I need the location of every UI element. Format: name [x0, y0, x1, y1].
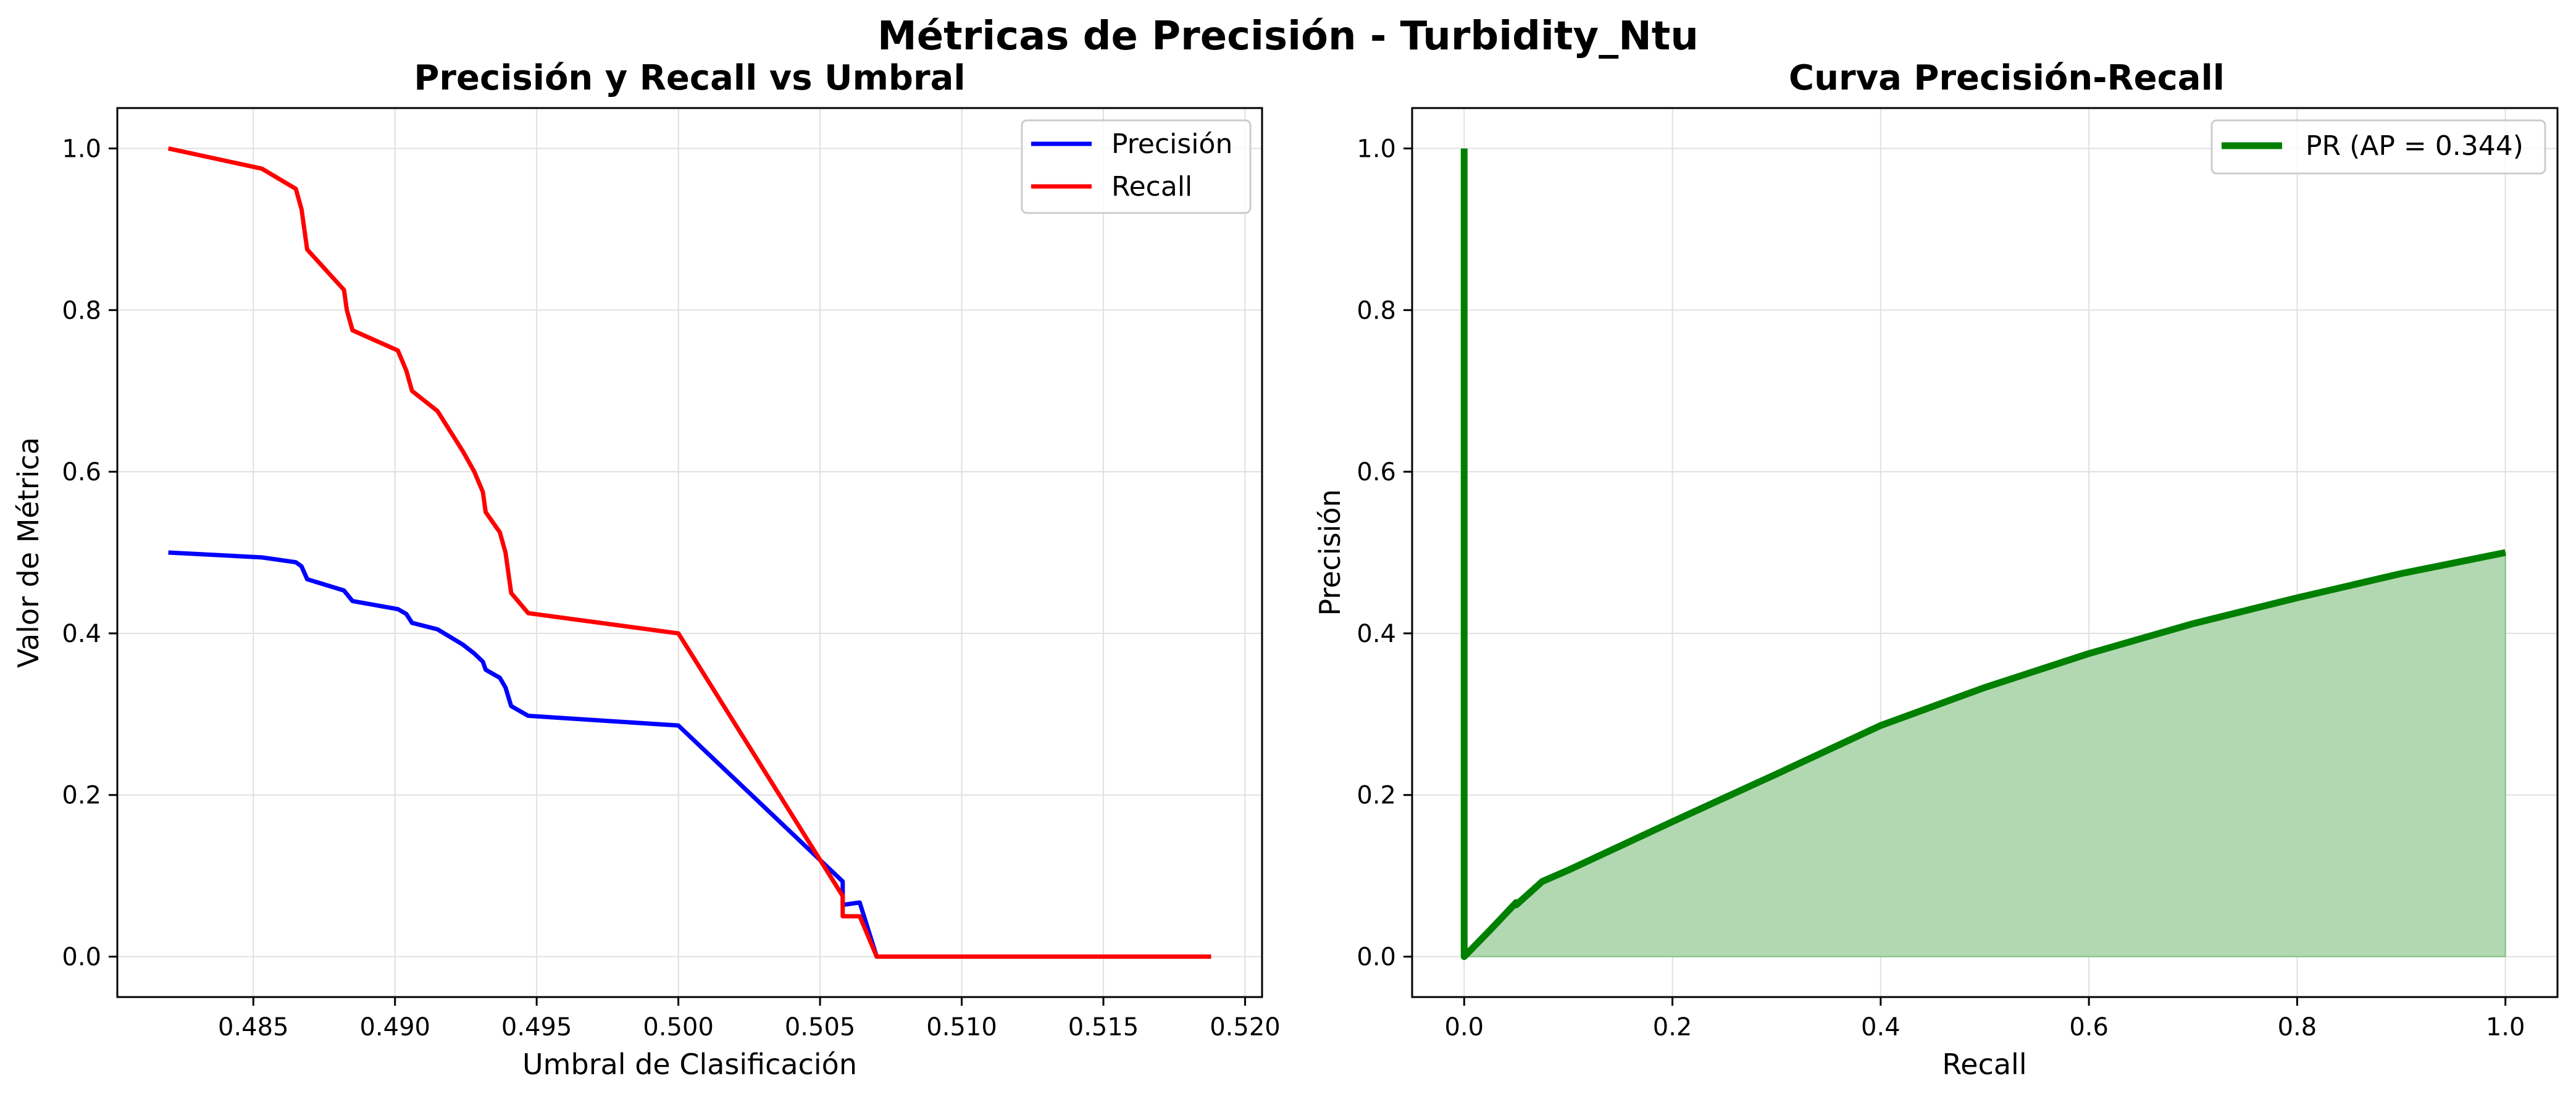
threshold-plot-ytick-label: 1.0 [62, 135, 101, 163]
pr-curve-plot-xtick-label: 0.8 [2278, 1013, 2317, 1041]
pr-curve-plot-legend: PR (AP = 0.344) [2210, 119, 2546, 175]
legend-label-precision: Precisión [1111, 128, 1232, 160]
threshold-plot-xtick-label: 0.485 [218, 1013, 289, 1041]
legend-label-recall: Recall [1111, 171, 1192, 202]
threshold-plot-series-recall-line [167, 146, 1211, 959]
threshold-plot-series-precisi-n-line [168, 550, 1211, 959]
threshold-plot-xtick-label: 0.495 [501, 1013, 572, 1041]
threshold-plot-xtick-label: 0.520 [1210, 1013, 1281, 1041]
threshold-plot-ytick-label: 0.8 [62, 296, 101, 325]
pr-curve-plot-series-pr-ap-0-344-line [1460, 148, 2506, 961]
threshold-plot-title: Precisión y Recall vs Umbral [414, 58, 965, 98]
pr-curve-plot-title: Curva Precisión-Recall [1789, 58, 2225, 98]
pr-curve-plot-xtick-label: 1.0 [2486, 1013, 2525, 1041]
threshold-plot-ylabel: Valor de Métrica [12, 437, 45, 668]
threshold-plot-xlabel: Umbral de Clasificación [522, 1048, 857, 1081]
threshold-plot-xtick-label: 0.500 [643, 1013, 714, 1041]
pr-curve-plot-frame [1411, 107, 2559, 998]
threshold-plot-frame [116, 107, 1263, 998]
threshold-plot: Precisión y Recall vs Umbral 0.485 0.490 0… [12, 58, 1281, 1081]
threshold-plot-xtick-label: 0.515 [1068, 1013, 1139, 1041]
pr-curve-plot-xtick-label: 0.4 [1861, 1013, 1901, 1041]
threshold-plot-xtick-label: 0.505 [785, 1013, 856, 1041]
pr-curve-plot-xlabel: Recall [1942, 1048, 2026, 1081]
pr-curve-plot-ytick-label: 0.4 [1357, 620, 1396, 648]
pr-curve-plot-xtick-label: 0.6 [2069, 1013, 2109, 1041]
figure-title: Métricas de Precisión - Turbidity_Ntu [877, 14, 1699, 59]
pr-curve-plot-ytick-label: 1.0 [1357, 135, 1396, 163]
pr-curve-plot: Curva Precisión-Recall 0.0 0.2 0.4 0.6 0.8 1.… [1313, 58, 2559, 1081]
pr-curve-plot-ytick-label: 0.6 [1357, 458, 1396, 486]
pr-curve-plot-ylabel: Precisión [1313, 489, 1347, 616]
threshold-plot-xtick-label: 0.490 [359, 1013, 430, 1041]
threshold-plot-ytick-label: 0.2 [62, 782, 101, 810]
threshold-plot-ytick-label: 0.0 [62, 943, 101, 972]
pr-curve-plot-ytick-label: 0.0 [1357, 943, 1396, 972]
pr-curve-plot-xtick-label: 0.2 [1653, 1013, 1692, 1041]
threshold-plot-ytick-label: 0.6 [62, 458, 101, 486]
threshold-plot-ytick-label: 0.4 [62, 620, 101, 648]
pr-curve-plot-xtick-label: 0.0 [1445, 1013, 1484, 1041]
pr-curve-plot-ytick-label: 0.8 [1357, 296, 1396, 325]
pr-curve-plot-ytick-label: 0.2 [1357, 782, 1396, 810]
threshold-plot-legend: Precisión Recall [1021, 119, 1252, 214]
threshold-plot-xtick-label: 0.510 [926, 1013, 997, 1041]
legend-label-pr: PR (AP = 0.344) [2306, 130, 2524, 162]
